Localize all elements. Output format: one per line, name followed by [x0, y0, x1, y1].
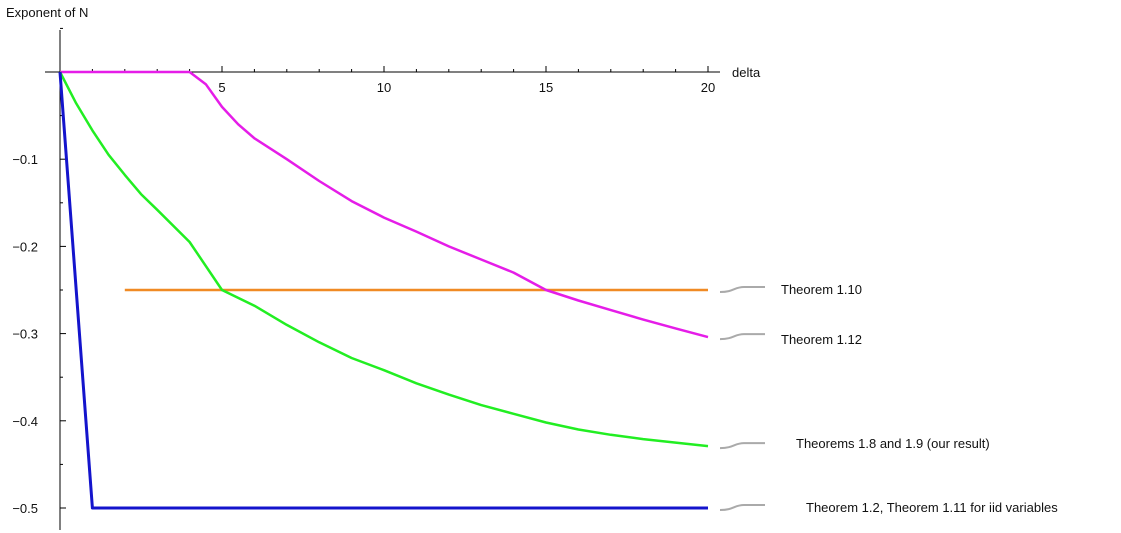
y-tick-label-0.2: −0.2: [12, 239, 38, 254]
callout-connector-theorem-1-12: [719, 333, 765, 341]
legend-callouts: Theorem 1.10 Theorem 1.12 Theorems 1.8 a…: [719, 282, 1058, 515]
series-line-theorems-1-8-1-9: [58, 71, 709, 448]
legend-label-theorems-1-8-1-9: Theorems 1.8 and 1.9 (our result): [796, 436, 990, 451]
y-tick-label-0.5: −0.5: [12, 501, 38, 516]
series-lines: [58, 70, 709, 510]
y-tick-label-0.3: −0.3: [12, 327, 38, 342]
y-tick-labels: −0.1 −0.2 −0.3 −0.4 −0.5: [12, 152, 38, 516]
legend-label-theorem-1-2-1-11: Theorem 1.2, Theorem 1.11 for iid variab…: [806, 500, 1058, 515]
series-line-theorem-1-12: [60, 70, 709, 339]
x-minor-ticks: [91, 66, 709, 72]
x-tick-labels: 5 10 15 20: [218, 80, 715, 95]
x-tick-label-5: 5: [218, 80, 225, 95]
axes-group: [45, 27, 720, 530]
y-minor-ticks: [60, 27, 66, 509]
legend-label-theorem-1-10: Theorem 1.10: [781, 282, 862, 297]
y-tick-label-0.4: −0.4: [12, 414, 38, 429]
y-tick-label-0.1: −0.1: [12, 152, 38, 167]
x-axis-label: delta: [732, 65, 761, 80]
x-tick-label-15: 15: [539, 80, 553, 95]
callout-connector-theorem-1-2-1-11: [719, 504, 765, 511]
x-tick-label-20: 20: [701, 80, 715, 95]
y-axis-label: Exponent of N: [6, 5, 88, 20]
series-line-theorem-1-2-1-11: [58, 71, 708, 510]
callout-connector-theorems-1-8-1-9: [719, 442, 765, 450]
x-tick-label-10: 10: [377, 80, 391, 95]
legend-label-theorem-1-12: Theorem 1.12: [781, 332, 862, 347]
callout-connector-theorem-1-10: [719, 286, 765, 293]
